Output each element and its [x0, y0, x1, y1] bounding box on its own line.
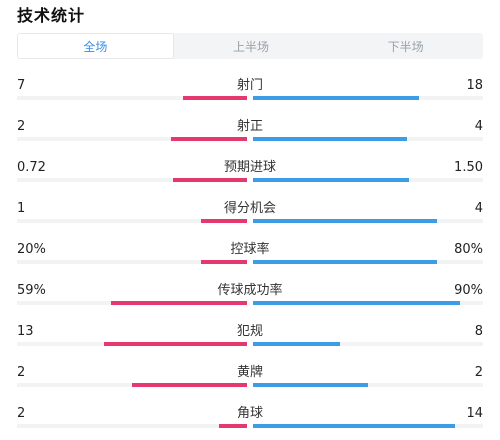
away-bar [253, 342, 341, 346]
home-bar [104, 342, 247, 346]
home-value: 2 [17, 365, 26, 380]
page-title: 技术统计 [17, 6, 86, 25]
stat-row-corners: 2 角球 14 [17, 406, 483, 436]
home-bar [201, 219, 247, 223]
stat-row-yellow-cards: 2 黄牌 2 [17, 365, 483, 395]
home-value: 13 [17, 324, 34, 339]
stat-label: 犯规 [236, 324, 263, 339]
stat-label: 传球成功率 [217, 283, 283, 298]
stat-label: 控球率 [230, 242, 270, 257]
away-bar [253, 219, 437, 223]
stat-label: 角球 [236, 406, 263, 421]
away-value: 90% [454, 283, 483, 298]
home-bar [171, 137, 247, 141]
stat-label: 得分机会 [223, 201, 276, 216]
away-value: 18 [466, 78, 483, 93]
away-bar-track [253, 219, 483, 223]
stat-row-possession: 20% 控球率 80% [17, 242, 483, 272]
away-value: 2 [474, 365, 483, 380]
away-bar [253, 178, 410, 182]
home-bar-track [17, 383, 247, 387]
home-bar [182, 96, 247, 100]
home-bar-track [17, 96, 247, 100]
home-bar-track [17, 219, 247, 223]
period-tabs: 全场 上半场 下半场 [17, 33, 483, 59]
stat-row-shots: 7 射门 18 [17, 78, 483, 108]
tab-second-half[interactable]: 下半场 [387, 39, 424, 54]
stat-label: 黄牌 [236, 365, 263, 380]
home-value: 20% [17, 242, 46, 257]
home-bar-track [17, 424, 247, 428]
stat-label: 预期进球 [223, 160, 276, 175]
tab-full-match[interactable]: 全场 [17, 33, 174, 59]
away-bar-track [253, 383, 483, 387]
away-bar-track [253, 178, 483, 182]
home-bar [173, 178, 247, 182]
away-bar-track [253, 96, 483, 100]
away-bar-track [253, 137, 483, 141]
home-bar-track [17, 178, 247, 182]
stat-row-shots-on-target: 2 射正 4 [17, 119, 483, 149]
away-bar [253, 301, 460, 305]
away-value: 4 [474, 119, 483, 134]
home-bar [219, 424, 247, 428]
away-value: 8 [474, 324, 483, 339]
away-bar [253, 383, 368, 387]
home-bar-track [17, 301, 247, 305]
away-bar-track [253, 260, 483, 264]
home-value: 0.72 [17, 160, 46, 175]
away-bar [253, 96, 419, 100]
home-bar-track [17, 342, 247, 346]
away-bar [253, 260, 437, 264]
home-value: 1 [17, 201, 26, 216]
stat-row-pass-accuracy: 59% 传球成功率 90% [17, 283, 483, 313]
home-value: 2 [17, 119, 26, 134]
home-value: 59% [17, 283, 46, 298]
home-bar-track [17, 260, 247, 264]
stat-row-expected-goals: 0.72 预期进球 1.50 [17, 160, 483, 190]
home-bar-track [17, 137, 247, 141]
home-value: 2 [17, 406, 26, 421]
home-bar [111, 301, 247, 305]
stat-label: 射正 [236, 119, 263, 134]
home-value: 7 [17, 78, 26, 93]
away-value: 14 [466, 406, 483, 421]
stat-row-big-chances: 1 得分机会 4 [17, 201, 483, 231]
away-value: 1.50 [454, 160, 483, 175]
away-bar [253, 137, 408, 141]
home-bar [201, 260, 247, 264]
away-value: 80% [454, 242, 483, 257]
away-bar-track [253, 424, 483, 428]
stat-row-fouls: 13 犯规 8 [17, 324, 483, 354]
stat-label: 射门 [236, 78, 263, 93]
away-bar [253, 424, 456, 428]
away-bar-track [253, 301, 483, 305]
away-bar-track [253, 342, 483, 346]
away-value: 4 [474, 201, 483, 216]
home-bar [132, 383, 247, 387]
tab-first-half[interactable]: 上半场 [233, 39, 270, 54]
